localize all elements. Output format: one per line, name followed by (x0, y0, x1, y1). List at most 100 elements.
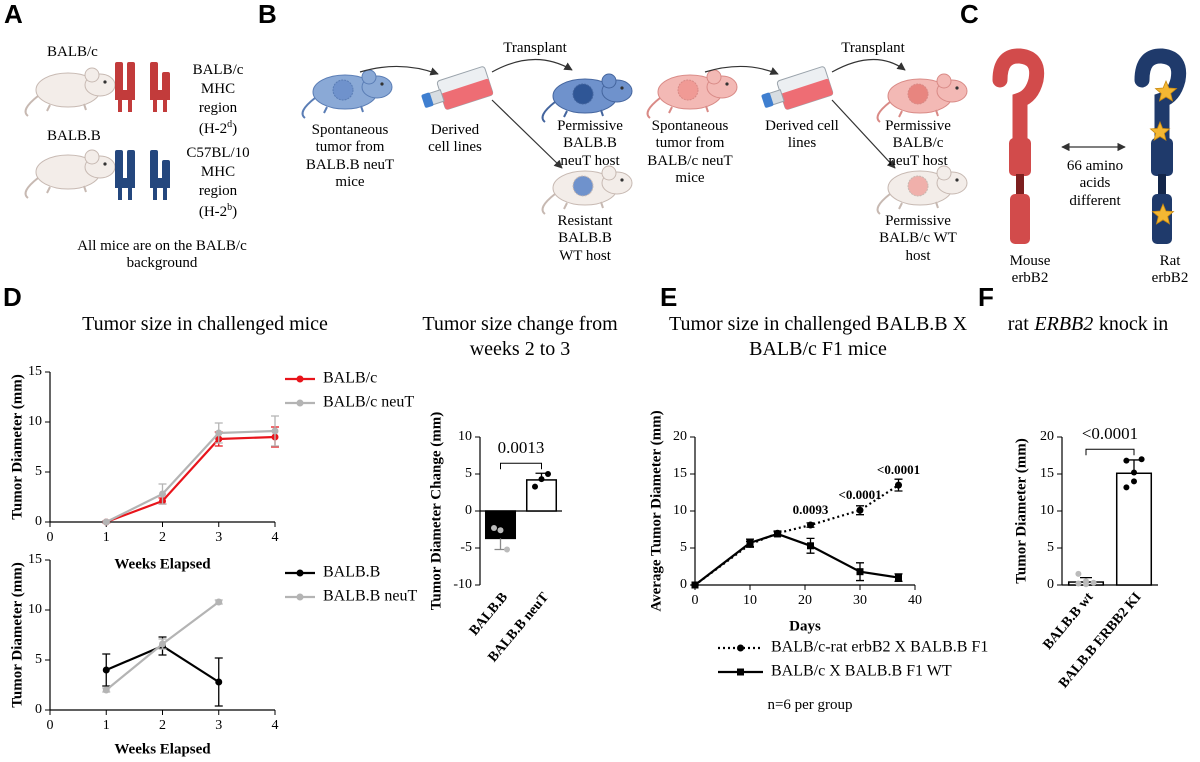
y-tick-label: 10 (1040, 503, 1054, 518)
mouse-tail (24, 95, 39, 117)
data-point (159, 640, 166, 648)
tumor (332, 79, 354, 101)
y-tick-label: -5 (460, 540, 472, 555)
bar (525, 479, 558, 512)
host-text: Permissive BALB.B neuT host (557, 118, 623, 169)
legend-label: BALB.B neuT (323, 588, 417, 605)
erbb2-domain (1009, 138, 1031, 176)
strain-label: BALB/c (47, 44, 98, 60)
mouse-tail (301, 97, 316, 119)
flask-cap (761, 92, 774, 108)
chart-title: Tumor size change from weeks 2 to 3 (422, 313, 618, 360)
haplotype-text: ) (232, 204, 238, 220)
flask-icon (761, 66, 834, 110)
receptor-arm (127, 150, 135, 180)
y-tick-label: 0 (35, 702, 42, 717)
mhc-receptor (150, 62, 170, 112)
x-tick-label: 0 (692, 593, 699, 608)
data-point (1090, 579, 1097, 586)
data-point (1123, 484, 1130, 491)
x-tick-label: 0 (47, 718, 54, 733)
mouse-eye (620, 86, 624, 90)
data-point (774, 530, 781, 538)
arrow (831, 99, 896, 169)
series-line (694, 484, 900, 586)
series-line (105, 435, 276, 524)
receptor-arm (115, 150, 123, 180)
y-axis-label: Tumor Diameter (mm) (9, 562, 25, 708)
x-tick-label: 2 (159, 718, 166, 733)
receptor-base (115, 90, 135, 100)
mouse-icon (876, 165, 968, 215)
mouse-icon (24, 67, 116, 117)
mouse-ear (706, 69, 722, 85)
x-axis-label: Days (789, 618, 821, 634)
title-part: rat (1007, 313, 1029, 335)
mhc-receptor (115, 150, 135, 200)
x-tick-label: 3 (215, 530, 222, 545)
flask-cap (421, 92, 434, 108)
arrow (491, 99, 563, 169)
y-tick-label: 15 (673, 466, 687, 481)
data-point (1083, 581, 1089, 588)
mutation-star (1149, 120, 1171, 141)
receptor-base (150, 178, 170, 188)
erbb2-transmembrane (1158, 174, 1166, 196)
data-point (296, 375, 304, 383)
x-tick-label: 4 (272, 530, 279, 545)
data-point (737, 668, 744, 676)
mouse-feet (46, 103, 87, 112)
tumor (907, 175, 929, 197)
mhc-receptor (150, 150, 170, 200)
haplotype: (H-2b) (168, 202, 268, 221)
haplotype-text: ) (232, 121, 238, 137)
data-point (497, 527, 504, 534)
y-tick-label: 0 (680, 577, 687, 592)
haplotype-sup: d (227, 119, 233, 130)
data-point (102, 666, 110, 674)
y-tick-label: 15 (28, 364, 42, 379)
y-tick-label: 10 (28, 414, 42, 429)
data-point (503, 546, 510, 553)
host-text: Permissive BALB/c WT host (879, 213, 957, 264)
mouse-icon (301, 69, 393, 119)
arrow (491, 58, 573, 73)
x-tick-label: BALB.B (467, 590, 511, 639)
receptor-stem (128, 186, 132, 200)
data-point (102, 518, 110, 526)
erbb2-hook (992, 48, 1045, 148)
mouse-eye (380, 82, 384, 86)
region-text: BALB/c (192, 62, 244, 78)
data-point (1123, 457, 1130, 464)
data-point (746, 539, 754, 547)
p-value: 0.0093 (793, 502, 829, 517)
tumor (572, 175, 594, 197)
title-part: knock in (1098, 313, 1169, 335)
data-point (1075, 580, 1082, 587)
y-axis-label: Average Tumor Diameter (mm) (648, 410, 664, 611)
cells-text: Derived cell lines (765, 118, 839, 152)
strain-label: BALB.B (47, 128, 101, 144)
y-tick-label: 0 (465, 503, 472, 518)
x-tick-label: 10 (743, 593, 757, 608)
data-point (296, 399, 304, 407)
data-point (491, 525, 498, 532)
chart-title: Tumor size in challenged mice (82, 313, 328, 335)
data-point (737, 644, 744, 652)
x-tick-label: 30 (853, 593, 867, 608)
mouse-tail (541, 193, 556, 215)
tumor (677, 79, 699, 101)
y-tick-label: 10 (28, 602, 42, 617)
data-point (532, 483, 539, 490)
y-tick-label: 5 (35, 464, 42, 479)
transplant-label: Transplant (503, 40, 567, 56)
haplotype-text: (H-2 (198, 121, 228, 137)
mouse-feet (563, 109, 604, 118)
bar (1115, 472, 1153, 586)
y-tick-label: 15 (28, 552, 42, 567)
y-tick-label: 10 (673, 503, 687, 518)
cells-text: Derived cell lines (428, 122, 482, 156)
flask-medium (781, 78, 833, 110)
